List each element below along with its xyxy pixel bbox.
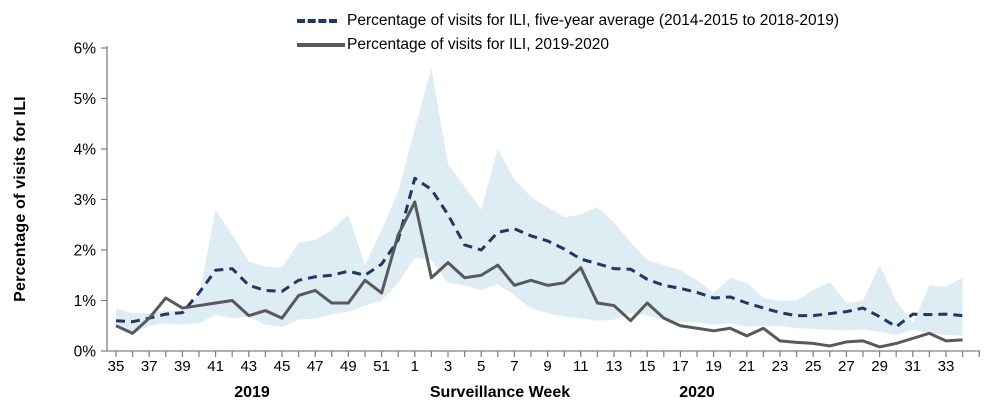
axis-ticks (101, 47, 980, 357)
x-tick-label: 41 (207, 358, 224, 375)
current-season-line (115, 200, 963, 349)
x-tick-label: 3 (444, 358, 452, 375)
year-label-2020: 2020 (679, 384, 715, 401)
x-tick-label: 17 (672, 358, 689, 375)
five-year-range-area (116, 68, 963, 336)
x-tick-label: 27 (838, 358, 855, 375)
legend-item-five-year-average: Percentage of visits for ILI, five-year … (297, 9, 839, 33)
y-tick-label: 4% (74, 142, 97, 159)
legend: Percentage of visits for ILI, five-year … (297, 9, 839, 57)
y-tick-label: 0% (74, 344, 97, 361)
x-tick-label: 21 (738, 358, 755, 375)
x-tick-label: 25 (805, 358, 822, 375)
x-tick-label: 23 (772, 358, 789, 375)
x-tick-label: 9 (543, 358, 551, 375)
five-year-average-line (115, 176, 963, 329)
y-tick-label: 6% (74, 41, 97, 58)
x-tick-label: 39 (174, 358, 191, 375)
x-tick-label: 37 (141, 358, 158, 375)
x-tick-label: 13 (606, 358, 623, 375)
year-label-2019: 2019 (234, 384, 270, 401)
x-tick-label: 43 (240, 358, 257, 375)
data-series (115, 176, 963, 349)
y-tick-label: 2% (74, 243, 97, 260)
x-tick-label: 5 (477, 358, 485, 375)
five-year-range-band (116, 68, 963, 336)
axis-tick-labels: 35 37 39 41 43 45 47 49 51 1 3 5 7 9 11 13 15 17 19 21 23 25 2… (74, 41, 955, 376)
x-tick-label: 1 (411, 358, 419, 375)
legend-label: Percentage of visits for ILI, 2019-2020 (347, 36, 609, 53)
x-tick-label: 33 (938, 358, 955, 375)
legend-label: Percentage of visits for ILI, five-year … (347, 12, 839, 29)
x-tick-label: 35 (108, 358, 125, 375)
x-tick-label: 11 (573, 358, 589, 375)
y-tick-label: 3% (74, 192, 97, 209)
x-tick-label: 45 (274, 358, 291, 375)
x-tick-label: 15 (639, 358, 656, 375)
x-tick-label: 31 (904, 358, 921, 375)
dashed-line-marker (297, 19, 337, 23)
x-tick-label: 19 (705, 358, 722, 375)
y-axis-title: Percentage of visits for ILI (12, 96, 29, 302)
x-tick-label: 49 (340, 358, 357, 375)
x-tick-label: 29 (871, 358, 888, 375)
solid-line-marker (297, 43, 345, 47)
y-tick-label: 1% (74, 293, 97, 310)
legend-item-2019-2020: Percentage of visits for ILI, 2019-2020 (297, 33, 839, 57)
x-tick-label: 47 (307, 358, 324, 375)
x-tick-label: 51 (373, 358, 390, 375)
x-tick-label: 7 (510, 358, 518, 375)
y-tick-label: 5% (74, 91, 97, 108)
x-axis-title: Surveillance Week (429, 384, 571, 401)
